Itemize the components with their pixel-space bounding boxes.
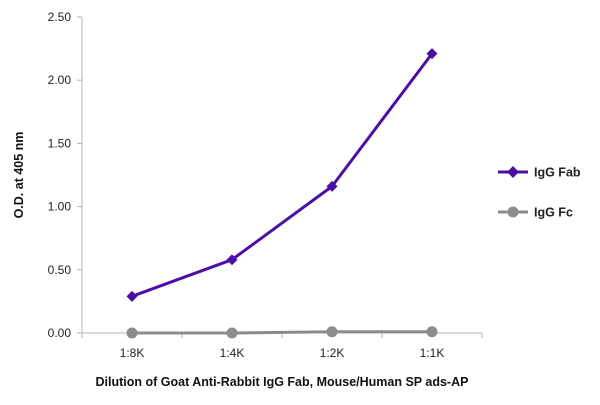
data-point-igg-fc [426, 326, 438, 338]
series-layer [126, 48, 438, 339]
x-tick-label: 1:1K [420, 346, 445, 360]
y-axis-ticks: 0.00 0.50 1.00 1.50 2.00 2.50 [48, 10, 82, 340]
data-point-igg-fab [226, 254, 238, 266]
legend-marker-igg-fc [507, 206, 519, 218]
legend-item-igg-fab: IgG Fab [498, 166, 581, 180]
data-point-igg-fc [326, 326, 338, 338]
y-axis-title: O.D. at 405 nm [12, 132, 26, 219]
x-axis-title: Dilution of Goat Anti-Rabbit IgG Fab, Mo… [96, 375, 469, 389]
data-point-igg-fc [226, 327, 238, 339]
series-line-igg-fc [130, 330, 434, 335]
x-tick-label: 1:8K [120, 346, 145, 360]
series-igg-fc [126, 326, 438, 339]
y-tick-label: 0.50 [48, 263, 72, 277]
x-tick-label: 1:2K [320, 346, 345, 360]
data-point-igg-fab [326, 180, 338, 192]
y-tick-label: 2.00 [48, 73, 72, 87]
x-tick-label: 1:4K [220, 346, 245, 360]
series-igg-fab [126, 48, 438, 302]
data-point-igg-fab [426, 48, 438, 60]
series-line-igg-fab [130, 52, 434, 298]
data-point-igg-fc [126, 327, 138, 339]
legend-marker-igg-fab [507, 166, 519, 178]
x-axis-ticks: 1:8K 1:4K 1:2K 1:1K [81, 333, 483, 360]
y-tick-label: 1.50 [48, 136, 72, 150]
legend-item-igg-fc: IgG Fc [498, 206, 573, 220]
y-tick-label: 2.50 [48, 10, 72, 24]
legend-label-igg-fab: IgG Fab [534, 166, 581, 180]
data-point-igg-fab [126, 290, 138, 302]
y-tick-label: 1.00 [48, 200, 72, 214]
legend-label-igg-fc: IgG Fc [534, 206, 573, 220]
legend: IgG Fab IgG Fc [498, 166, 581, 220]
y-tick-label: 0.00 [48, 326, 72, 340]
